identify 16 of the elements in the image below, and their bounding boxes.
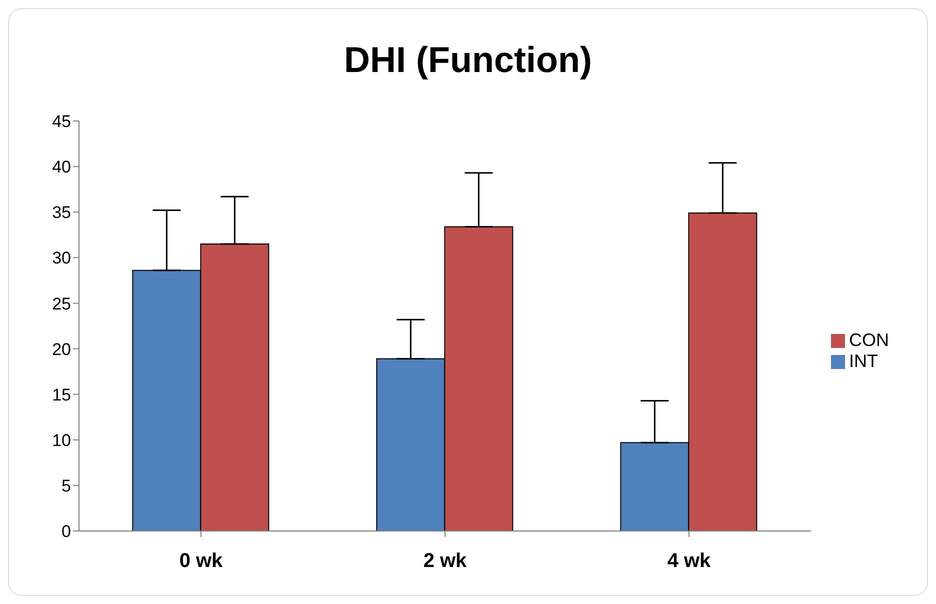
y-tick-label: 5 bbox=[62, 476, 71, 496]
y-tick-label: 25 bbox=[52, 294, 71, 314]
x-tick-label: 0 wk bbox=[179, 550, 224, 572]
y-tick-label: 35 bbox=[52, 203, 71, 222]
x-tick-label: 4 wk bbox=[667, 550, 712, 572]
chart-title: DHI (Function) bbox=[343, 38, 593, 82]
x-tick-label: 2 wk bbox=[423, 550, 468, 572]
y-tick-label: 30 bbox=[52, 248, 71, 268]
y-tick-label: 20 bbox=[52, 340, 71, 359]
y-tick-label: 10 bbox=[52, 430, 71, 450]
y-tick-label: 15 bbox=[52, 385, 71, 404]
y-tick-label: 45 bbox=[52, 112, 71, 132]
legend-label: CON bbox=[849, 330, 889, 350]
y-tick-label: 0 bbox=[62, 522, 71, 542]
y-tick-label: 40 bbox=[52, 158, 71, 177]
legend-label: INT bbox=[849, 351, 878, 371]
